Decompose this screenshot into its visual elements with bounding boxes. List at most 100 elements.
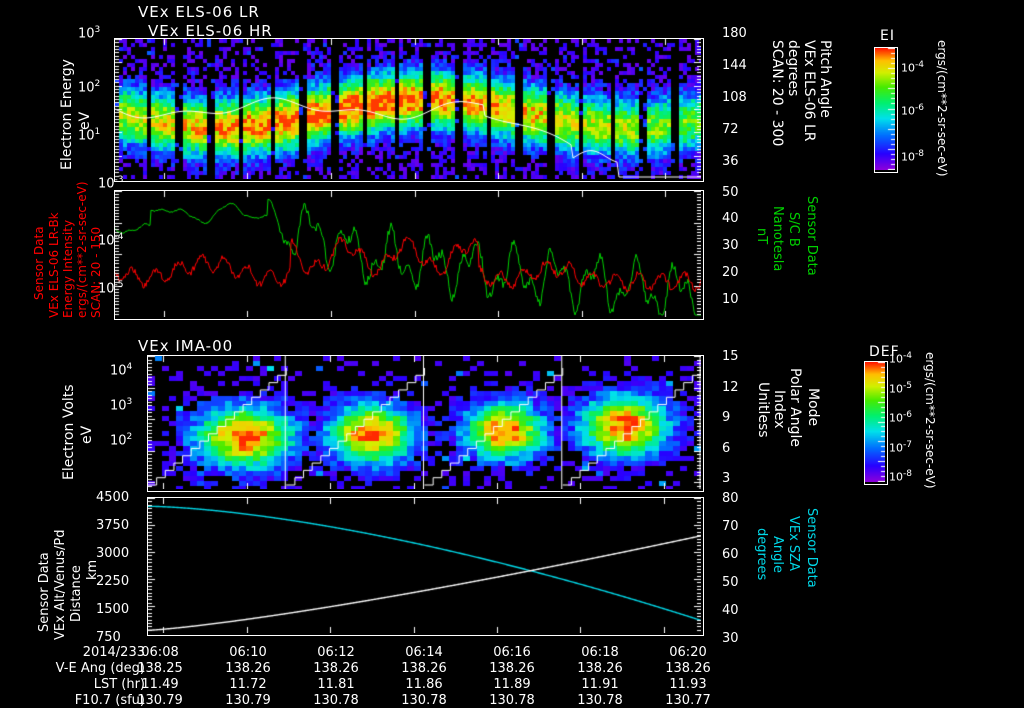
bottom-table-cell-r1-c1: 138.26 [225, 661, 271, 676]
colorbar2-unit-label: ergs/(cm**2-sr-sec-eV) [923, 352, 937, 489]
panel2-left-label-scan: SCAN: 20 - 150 [89, 226, 103, 318]
colorbar2-title: DEF [869, 344, 900, 360]
panel4-right-tick-50: 50 [722, 575, 739, 590]
panel3-right-tick-9: 9 [722, 410, 731, 425]
panel1-ytick-10: 101 [78, 127, 101, 144]
bottom-table-cell-r1-c6: 138.26 [665, 661, 711, 676]
bottom-table-row-label-3: F10.7 (sfu) [74, 693, 145, 708]
bottom-table-cell-r0-c1: 06:10 [229, 645, 267, 660]
panel4-right-label-sensor-data: Sensor Data [804, 508, 819, 588]
panel3-left-axis-label-1: Electron Volts [61, 384, 77, 480]
panel2-right-tick-40: 40 [722, 211, 739, 226]
panel3-right-tick-15: 15 [722, 349, 739, 364]
panel4-right-label-angle: Angle [770, 536, 785, 573]
panel2-left-label-units: ergs/(cm**2-sr-sec-eV) [75, 181, 89, 318]
panel2-energy-intensity-and-bfield[interactable] [114, 190, 704, 320]
panel1-right-label-pitch: Pitch [817, 40, 833, 75]
bottom-table-cell-r3-c6: 130.77 [665, 693, 711, 708]
panel1-ytick-1000: 103 [78, 25, 101, 42]
panel1-right-tick-144: 144 [722, 58, 747, 73]
panel2-canvas [115, 191, 701, 317]
panel3-right-label-mode: Mode [805, 388, 821, 427]
colorbar2[interactable] [864, 361, 888, 485]
panel1-right-label-angle: Angle [817, 78, 833, 118]
panel3-canvas [148, 356, 701, 489]
panel1-right-label-scan: SCAN: 20 - 300 [769, 40, 785, 147]
panel1-right-tick-108: 108 [722, 90, 747, 105]
bottom-table-cell-r1-c5: 138.26 [577, 661, 623, 676]
bottom-table-cell-r3-c3: 130.78 [401, 693, 447, 708]
panel4-ytick-3750: 3750 [96, 518, 130, 533]
panel2-right-tick-50: 50 [722, 185, 739, 200]
panel2-ytick-1e-3: 10-3 [98, 175, 124, 192]
panel2-left-label-sensor-data: Sensor Data [32, 226, 46, 300]
panel1-title-lr: VEx ELS-06 LR [138, 3, 260, 21]
colorbar1[interactable] [874, 47, 898, 173]
panel4-right-tick-70: 70 [722, 519, 739, 534]
bottom-table-cell-r1-c3: 138.26 [401, 661, 447, 676]
bottom-table-cell-r2-c1: 11.72 [229, 677, 267, 692]
panel1-right-tick-180: 180 [722, 26, 747, 41]
panel4-right-tick-40: 40 [722, 603, 739, 618]
panel1-right-label-degrees: degrees [785, 40, 801, 97]
panel4-right-tick-60: 60 [722, 547, 739, 562]
panel3-right-label-polar-angle: Polar Angle [787, 368, 803, 448]
panel1-right-label-sensor: VEx ELS-06 LR [801, 40, 817, 142]
colorbar2-tick-1e-4: 10-4 [889, 351, 912, 366]
panel4-ytick-4500: 4500 [96, 490, 130, 505]
panel4-ytick-1500: 1500 [96, 602, 130, 617]
panel1-title-hr: VEx ELS-06 HR [148, 22, 273, 40]
bottom-table-cell-r2-c4: 11.89 [493, 677, 531, 692]
bottom-table-row-label-2: LST (hr) [93, 677, 145, 692]
bottom-table-cell-r2-c3: 11.86 [405, 677, 443, 692]
colorbar1-unit-label: ergs/(cm**2-sr-sec-eV) [935, 40, 949, 177]
panel3-ima-spectrogram[interactable] [147, 355, 704, 492]
colorbar2-canvas [865, 362, 885, 482]
panel4-altitude-and-sza[interactable] [147, 497, 704, 636]
bottom-table-cell-r1-c2: 138.26 [313, 661, 359, 676]
panel2-right-tick-20: 20 [722, 265, 739, 280]
panel4-ytick-2250: 2250 [96, 574, 130, 589]
bottom-table-cell-r0-c2: 06:12 [317, 645, 355, 660]
panel2-right-tick-10: 10 [722, 292, 739, 307]
bottom-table-cell-r2-c0: 11.49 [141, 677, 179, 692]
panel3-left-axis-label-2: eV [79, 425, 95, 444]
colorbar1-canvas [875, 48, 895, 170]
bottom-table-cell-r1-c0: 138.25 [137, 661, 183, 676]
panel1-canvas [115, 39, 701, 179]
panel4-right-label-degrees: degrees [754, 528, 769, 581]
panel2-right-label-nt: nT [754, 228, 769, 245]
panel4-left-label-sensor-data: Sensor Data [37, 552, 52, 632]
bottom-table-cell-r0-c4: 06:16 [493, 645, 531, 660]
bottom-table-cell-r0-c0: 06:08 [141, 645, 179, 660]
panel3-ytick-10000: 104 [110, 362, 133, 379]
panel1-left-axis-label-1: Electron Energy [59, 59, 75, 170]
bottom-table-cell-r0-c5: 06:18 [581, 645, 619, 660]
colorbar1-tick-1e-8: 10-8 [901, 149, 924, 164]
panel2-right-label-sensor-data: Sensor Data [804, 196, 819, 276]
colorbar1-tick-1e-6: 10-6 [901, 103, 924, 118]
bottom-table-cell-r0-c6: 06:20 [669, 645, 707, 660]
bottom-table-cell-r3-c2: 130.78 [313, 693, 359, 708]
panel1-right-tick-72: 72 [722, 122, 739, 137]
panel4-left-label-distance: Distance [69, 565, 84, 622]
panel4-right-tick-30: 30 [722, 631, 739, 646]
panel4-left-label-quantity: VEx Alt/Venus/Pd [53, 529, 68, 640]
panel1-ytick-100: 102 [78, 79, 101, 96]
panel3-right-tick-3: 3 [722, 471, 731, 486]
bottom-table-cell-r3-c0: 130.79 [137, 693, 183, 708]
colorbar2-tick-1e-8: 10-8 [889, 469, 912, 484]
panel3-right-label-index: Index [771, 390, 787, 429]
panel3-right-tick-12: 12 [722, 380, 739, 395]
colorbar2-tick-1e-7: 10-7 [889, 440, 912, 455]
bottom-table-cell-r1-c4: 138.26 [489, 661, 535, 676]
panel1-electron-energy-spectrogram[interactable] [114, 38, 704, 182]
bottom-table-cell-r2-c2: 11.81 [317, 677, 355, 692]
panel3-right-label-unitless: Unitless [755, 382, 771, 438]
panel4-right-label-sza: VEx SZA [786, 516, 801, 571]
panel2-ytick-1e-5: 10-5 [98, 280, 124, 297]
panel4-ytick-3000: 3000 [96, 546, 130, 561]
panel3-ytick-100: 102 [110, 432, 133, 449]
panel3-right-tick-6: 6 [722, 441, 731, 456]
colorbar2-tick-1e-6: 10-6 [889, 410, 912, 425]
